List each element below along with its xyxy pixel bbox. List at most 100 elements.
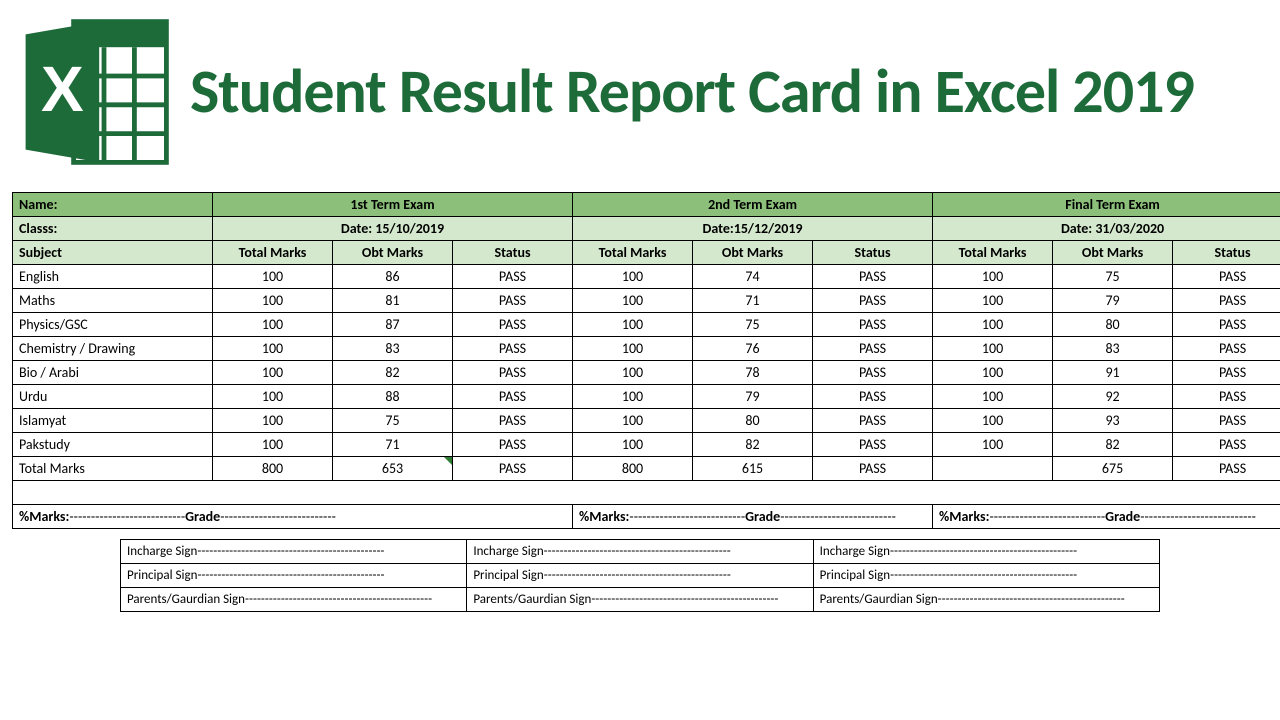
grade-block-3: %Marks:---------------------------Grade-…: [933, 505, 1280, 529]
value-cell: PASS: [813, 337, 933, 361]
t2-sum-status: PASS: [813, 457, 933, 481]
value-cell: 100: [573, 361, 693, 385]
value-cell: 100: [933, 433, 1053, 457]
value-cell: PASS: [813, 385, 933, 409]
pct-label: %Marks:: [19, 508, 69, 525]
subject-cell: Physics/GSC: [13, 313, 213, 337]
value-cell: 100: [573, 313, 693, 337]
value-cell: 80: [1053, 313, 1173, 337]
t3-sum-total: [933, 457, 1053, 481]
sign-incharge-2: Incharge Sign---------------------------…: [467, 540, 813, 564]
value-cell: PASS: [453, 337, 573, 361]
col-subject: Subject: [13, 241, 213, 265]
value-cell: 100: [573, 289, 693, 313]
table-row: Islamyat10075PASS10080PASS10093PASS: [13, 409, 1280, 433]
value-cell: 100: [213, 409, 333, 433]
signature-block: Incharge Sign---------------------------…: [120, 539, 1160, 612]
page-title: Student Result Report Card in Excel 2019: [190, 59, 1194, 124]
term2-title: 2nd Term Exam: [573, 193, 933, 217]
grade-block-1: %Marks:---------------------------Grade-…: [13, 505, 573, 529]
table-row: Urdu10088PASS10079PASS10092PASS: [13, 385, 1280, 409]
col-total-2: Total Marks: [573, 241, 693, 265]
sign-incharge-1: Incharge Sign---------------------------…: [121, 540, 467, 564]
value-cell: 100: [933, 361, 1053, 385]
t3-sum-obt: 675: [1053, 457, 1173, 481]
value-cell: PASS: [1173, 313, 1280, 337]
sign-principal-1: Principal Sign--------------------------…: [121, 564, 467, 588]
value-cell: 82: [333, 361, 453, 385]
value-cell: PASS: [453, 361, 573, 385]
value-cell: 100: [933, 289, 1053, 313]
term2-date: Date:15/12/2019: [573, 217, 933, 241]
sign-parents-3: Parents/Gaurdian Sign-------------------…: [813, 588, 1159, 612]
value-cell: 100: [933, 265, 1053, 289]
value-cell: 100: [213, 313, 333, 337]
value-cell: 71: [693, 289, 813, 313]
t2-sum-obt: 615: [693, 457, 813, 481]
value-cell: PASS: [1173, 433, 1280, 457]
grade-label: Grade: [185, 508, 220, 525]
header: X Student Result Report Card in Excel 20…: [0, 0, 1280, 184]
col-total-3: Total Marks: [933, 241, 1053, 265]
value-cell: 74: [693, 265, 813, 289]
grade-row: %Marks:---------------------------Grade-…: [13, 505, 1280, 529]
sign-parents-1: Parents/Gaurdian Sign-------------------…: [121, 588, 467, 612]
term1-date: Date: 15/10/2019: [213, 217, 573, 241]
label-class: Classs:: [13, 217, 213, 241]
value-cell: PASS: [1173, 265, 1280, 289]
value-cell: PASS: [813, 433, 933, 457]
t2-sum-total: 800: [573, 457, 693, 481]
value-cell: 76: [693, 337, 813, 361]
term3-date: Date: 31/03/2020: [933, 217, 1280, 241]
subject-cell: Urdu: [13, 385, 213, 409]
value-cell: 100: [933, 313, 1053, 337]
col-obt-2: Obt Marks: [693, 241, 813, 265]
value-cell: 79: [1053, 289, 1173, 313]
table-row: English10086PASS10074PASS10075PASS: [13, 265, 1280, 289]
value-cell: 75: [333, 409, 453, 433]
value-cell: 100: [573, 409, 693, 433]
value-cell: 86: [333, 265, 453, 289]
value-cell: 75: [693, 313, 813, 337]
value-cell: PASS: [1173, 337, 1280, 361]
value-cell: 71: [333, 433, 453, 457]
value-cell: PASS: [1173, 289, 1280, 313]
term3-title: Final Term Exam: [933, 193, 1280, 217]
value-cell: PASS: [813, 265, 933, 289]
value-cell: PASS: [453, 265, 573, 289]
value-cell: 100: [213, 289, 333, 313]
value-cell: PASS: [453, 313, 573, 337]
excel-icon: X: [16, 12, 176, 172]
value-cell: 91: [1053, 361, 1173, 385]
value-cell: PASS: [813, 289, 933, 313]
value-cell: 100: [213, 385, 333, 409]
t3-sum-status: PASS: [1173, 457, 1280, 481]
total-row: Total Marks 800 653 PASS 800 615 PASS 67…: [13, 457, 1280, 481]
col-status-2: Status: [813, 241, 933, 265]
value-cell: PASS: [813, 313, 933, 337]
value-cell: PASS: [453, 385, 573, 409]
value-cell: 82: [1053, 433, 1173, 457]
value-cell: PASS: [1173, 409, 1280, 433]
value-cell: 100: [573, 385, 693, 409]
col-obt-3: Obt Marks: [1053, 241, 1173, 265]
t1-sum-status: PASS: [453, 457, 573, 481]
subject-cell: English: [13, 265, 213, 289]
value-cell: 81: [333, 289, 453, 313]
col-status-3: Status: [1173, 241, 1280, 265]
table-row: Bio / Arabi10082PASS10078PASS10091PASS: [13, 361, 1280, 385]
total-label: Total Marks: [13, 457, 213, 481]
term1-title: 1st Term Exam: [213, 193, 573, 217]
col-obt-1: Obt Marks: [333, 241, 453, 265]
col-total-1: Total Marks: [213, 241, 333, 265]
table-row: Pakstudy10071PASS10082PASS10082PASS: [13, 433, 1280, 457]
grade-block-2: %Marks:---------------------------Grade-…: [573, 505, 933, 529]
value-cell: 88: [333, 385, 453, 409]
subject-cell: Islamyat: [13, 409, 213, 433]
subject-cell: Chemistry / Drawing: [13, 337, 213, 361]
sign-parents-2: Parents/Gaurdian Sign-------------------…: [467, 588, 813, 612]
value-cell: 78: [693, 361, 813, 385]
value-cell: PASS: [813, 361, 933, 385]
value-cell: PASS: [1173, 385, 1280, 409]
subject-cell: Maths: [13, 289, 213, 313]
